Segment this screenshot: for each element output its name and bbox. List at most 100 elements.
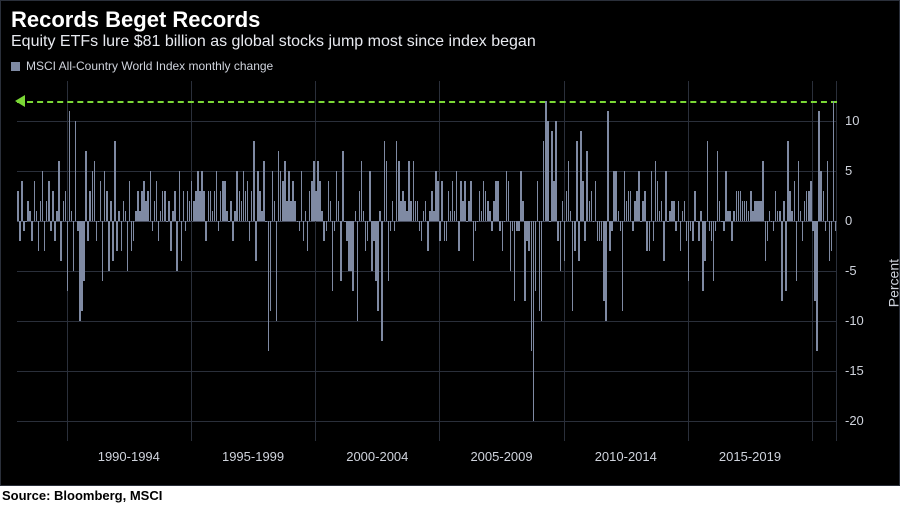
- bar: [185, 221, 187, 231]
- bar: [638, 171, 640, 221]
- bar: [174, 191, 176, 221]
- x-tick-label: 2015-2019: [719, 449, 781, 464]
- bar: [595, 181, 597, 221]
- x-tick-label: 2000-2004: [346, 449, 408, 464]
- source-label: Source: Bloomberg, MSCI: [2, 488, 162, 503]
- bar: [719, 201, 721, 221]
- bar: [87, 221, 89, 241]
- bar: [644, 191, 646, 221]
- bar: [773, 221, 775, 231]
- bar: [340, 221, 342, 281]
- bar: [425, 201, 427, 221]
- bar: [390, 221, 392, 231]
- bar: [518, 221, 520, 231]
- bar: [611, 221, 613, 231]
- bar: [158, 221, 160, 241]
- bar: [547, 121, 549, 221]
- bar: [667, 221, 669, 222]
- bar: [475, 221, 477, 231]
- bar: [591, 191, 593, 221]
- bar: [796, 221, 798, 281]
- legend-label: MSCI All-Country World Index monthly cha…: [26, 59, 273, 73]
- bar: [692, 221, 694, 241]
- bar: [156, 181, 158, 221]
- bar: [367, 221, 369, 241]
- bar: [276, 221, 278, 321]
- y-axis-title: Percent: [885, 259, 900, 307]
- bar: [381, 221, 383, 341]
- x-tick-label: 1990-1994: [98, 449, 160, 464]
- bar: [183, 191, 185, 221]
- bar: [562, 201, 564, 221]
- bar: [694, 191, 696, 221]
- bar: [470, 181, 472, 221]
- bar: [651, 171, 653, 221]
- bar: [823, 191, 825, 221]
- bar: [574, 221, 576, 251]
- bar: [29, 211, 31, 221]
- bar: [301, 171, 303, 221]
- bar: [535, 221, 537, 291]
- bar: [50, 221, 52, 231]
- bar: [307, 221, 309, 251]
- bar: [305, 211, 307, 221]
- y-tick-label: -5: [845, 263, 857, 278]
- bar: [179, 171, 181, 221]
- bar: [232, 221, 234, 241]
- bar: [338, 201, 340, 221]
- bar: [680, 221, 682, 251]
- bar: [582, 181, 584, 221]
- bar: [125, 211, 127, 221]
- bar: [386, 161, 388, 221]
- bar: [560, 221, 562, 271]
- x-gridline: [439, 81, 440, 441]
- bar: [783, 201, 785, 221]
- bar: [100, 181, 102, 221]
- x-tick-label: 1995-1999: [222, 449, 284, 464]
- y-tick-label: 5: [845, 163, 852, 178]
- bar: [69, 111, 71, 221]
- bar: [377, 221, 379, 311]
- bar: [247, 181, 249, 221]
- bar: [52, 191, 54, 221]
- bar: [326, 221, 328, 231]
- bar: [800, 211, 802, 221]
- bar: [218, 221, 220, 231]
- bar: [508, 181, 510, 221]
- bar: [334, 221, 336, 231]
- bar: [678, 201, 680, 221]
- bar: [549, 221, 551, 222]
- bar: [127, 221, 129, 271]
- bar: [731, 221, 733, 241]
- bar: [114, 141, 116, 221]
- bar: [439, 221, 441, 241]
- bar: [263, 161, 265, 221]
- bar: [83, 221, 85, 281]
- bar: [355, 211, 357, 221]
- bar: [514, 221, 516, 301]
- bar: [715, 221, 717, 231]
- bar: [446, 221, 448, 241]
- bar: [108, 221, 110, 271]
- bar: [769, 211, 771, 221]
- bar: [98, 221, 100, 222]
- bar: [392, 201, 394, 221]
- bar: [255, 221, 257, 261]
- bar: [332, 221, 334, 291]
- reference-line: [17, 101, 837, 103]
- bar: [19, 221, 21, 241]
- bar: [541, 221, 543, 321]
- bar: [65, 191, 67, 221]
- bar: [38, 221, 40, 251]
- bar: [321, 211, 323, 221]
- bar: [700, 211, 702, 221]
- bar: [707, 141, 709, 221]
- y-tick-label: -15: [845, 363, 864, 378]
- bar: [110, 201, 112, 221]
- bar: [71, 211, 73, 221]
- bar: [835, 221, 837, 231]
- bar: [781, 221, 783, 301]
- y-gridline: [17, 171, 837, 172]
- bar: [150, 171, 152, 221]
- bar: [216, 171, 218, 221]
